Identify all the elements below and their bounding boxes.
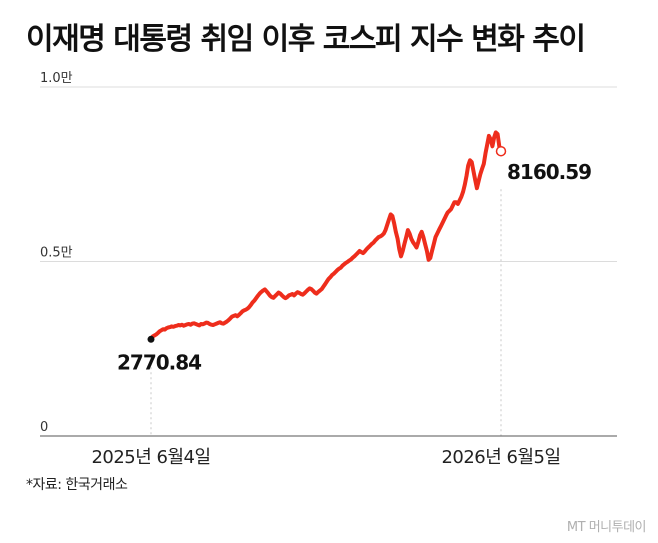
start-date-label: 2025년 6월4일 (91, 447, 210, 468)
start-point-marker (147, 335, 155, 343)
brand-logo: MT 머니투데이 (566, 520, 647, 535)
end-point-marker (495, 145, 507, 157)
end-value-label: 8160.59 (507, 160, 591, 184)
series-line-kospi (149, 130, 503, 342)
source-note: *자료: 한국거래소 (26, 477, 128, 493)
end-date-label: 2026년 6월5일 (441, 447, 560, 468)
y-tick-label: 0 (40, 420, 48, 435)
chart-title: 이재명 대통령 취임 이후 코스피 지수 변화 추이 (26, 22, 586, 57)
y-tick-label: 1.0만 (40, 71, 73, 86)
start-value-label: 2770.84 (117, 350, 201, 374)
y-tick-label: 0.5만 (40, 246, 73, 261)
